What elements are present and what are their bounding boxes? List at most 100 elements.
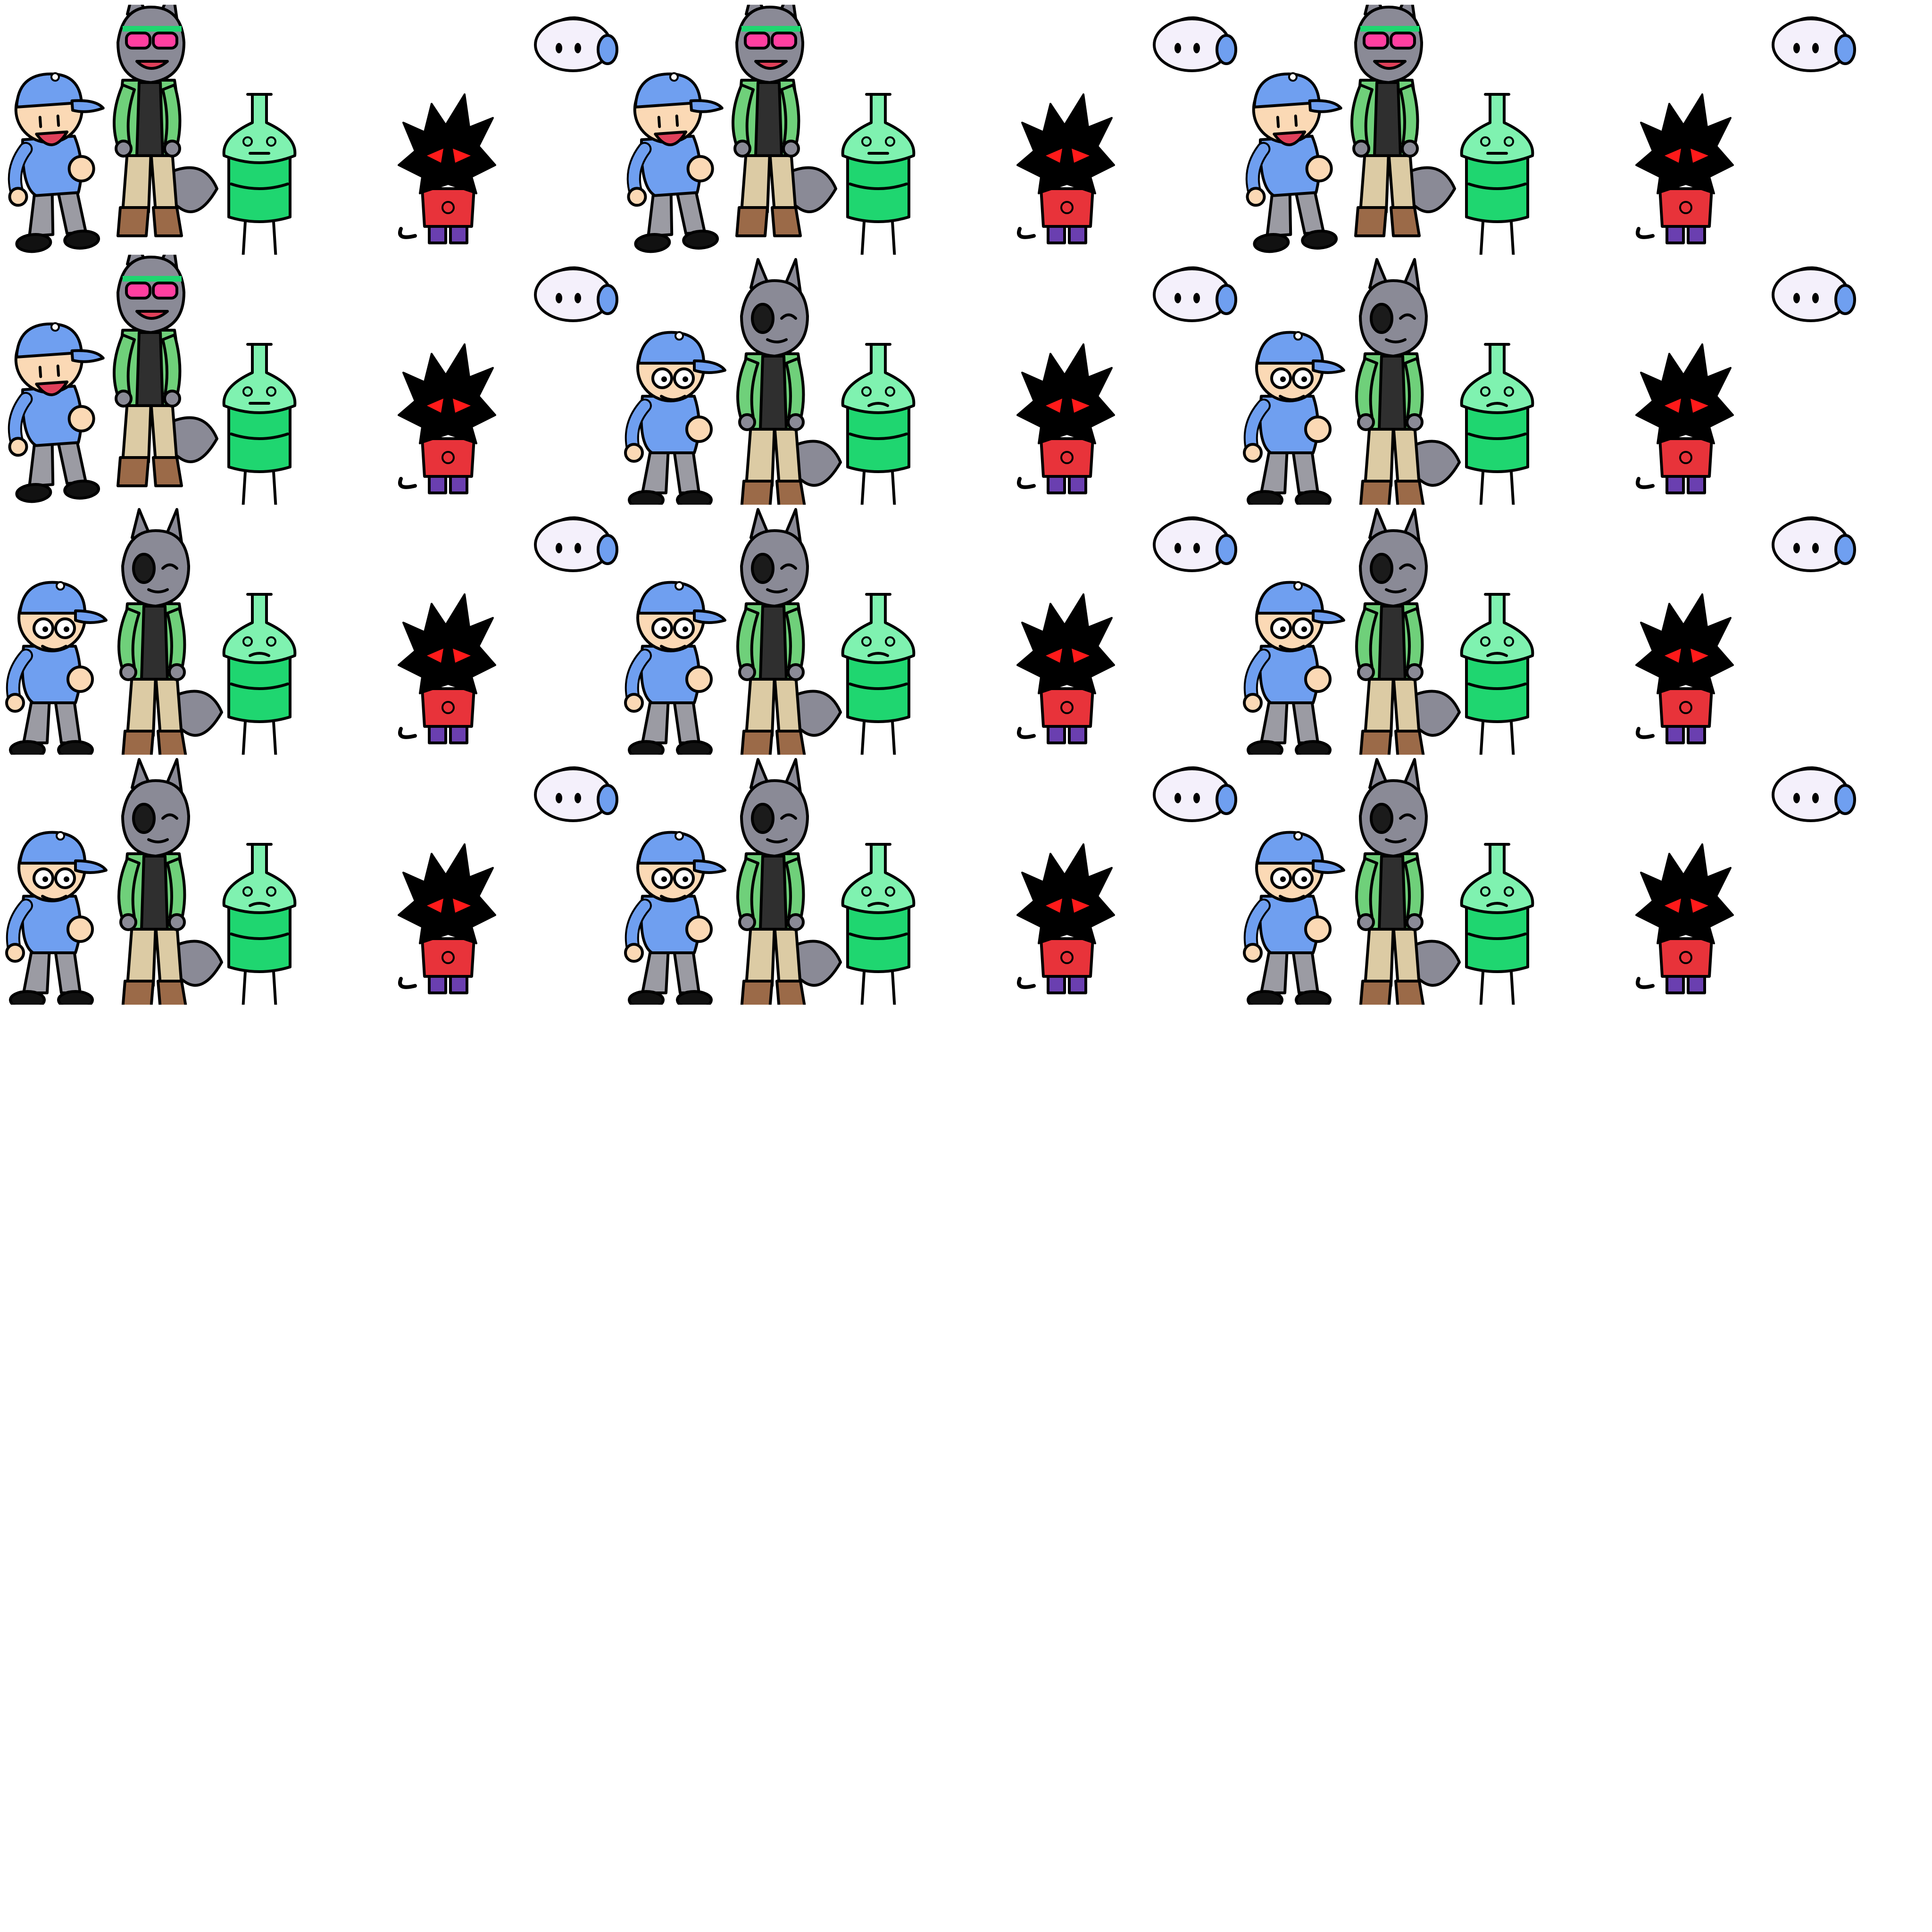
cap-boy: [1243, 831, 1345, 1005]
boy-slot: [1243, 831, 1345, 1005]
frame-art: [626, 5, 1237, 255]
wolf-slot: [113, 5, 218, 237]
blob-slot: [1153, 766, 1237, 822]
wolf-slot: [113, 255, 218, 487]
frame-art: [1243, 258, 1856, 505]
headphone-blob: [1153, 516, 1237, 572]
cap-boy: [626, 72, 724, 253]
flask-creature: [222, 343, 297, 505]
boy-slot: [8, 322, 105, 503]
headphone-blob: [534, 766, 618, 822]
frame-art: [5, 758, 618, 1005]
wolf-slot: [736, 758, 842, 1005]
cap-boy: [624, 331, 726, 505]
blob-slot: [534, 16, 618, 72]
black-cat: [1016, 593, 1115, 744]
blob-slot: [534, 766, 618, 822]
flask-creature: [841, 593, 916, 755]
flask-slot: [841, 843, 916, 1005]
headphone-blob: [534, 266, 618, 322]
animation-frame: [619, 255, 1238, 505]
wolf-slot: [1355, 758, 1461, 1005]
cap-boy: [8, 72, 105, 253]
blob-slot: [1772, 266, 1856, 322]
wolf-slot: [736, 508, 842, 755]
wolf-slot: [732, 5, 837, 237]
headphone-blob: [1772, 516, 1856, 572]
flask-slot: [222, 93, 297, 255]
animation-frame: [0, 255, 619, 505]
flask-slot: [222, 593, 297, 755]
flask-creature: [1460, 93, 1534, 255]
flask-creature: [1460, 843, 1534, 1005]
boy-slot: [1245, 72, 1342, 253]
cat-slot: [1016, 593, 1115, 744]
flask-creature: [841, 343, 916, 505]
flask-creature: [841, 93, 916, 255]
blob-slot: [534, 266, 618, 322]
boy-slot: [5, 581, 108, 755]
frame-art: [5, 508, 618, 755]
gray-wolf: [117, 508, 223, 755]
blob-slot: [1772, 516, 1856, 572]
gray-wolf: [732, 5, 837, 237]
cat-slot: [1635, 343, 1734, 494]
gray-wolf: [736, 508, 842, 755]
animation-frame: [0, 755, 619, 1005]
cat-slot: [1635, 593, 1734, 744]
flask-slot: [222, 343, 297, 505]
gray-wolf: [1355, 258, 1461, 505]
cap-boy: [1245, 72, 1342, 253]
gray-wolf: [736, 258, 842, 505]
blob-slot: [1772, 16, 1856, 72]
blob-slot: [1153, 16, 1237, 72]
flask-creature: [1460, 593, 1534, 755]
flask-creature: [1460, 343, 1534, 505]
boy-slot: [5, 831, 108, 1005]
cat-slot: [398, 593, 496, 744]
flask-creature: [841, 843, 916, 1005]
animation-frame: [619, 755, 1238, 1005]
cap-boy: [624, 831, 726, 1005]
headphone-blob: [1772, 766, 1856, 822]
headphone-blob: [534, 516, 618, 572]
wolf-slot: [117, 758, 223, 1005]
boy-slot: [1243, 581, 1345, 755]
flask-slot: [1460, 593, 1534, 755]
cap-boy: [1243, 331, 1345, 505]
animation-frame: [1238, 505, 1857, 755]
black-cat: [1016, 93, 1115, 244]
flask-creature: [222, 93, 297, 255]
cat-slot: [398, 93, 496, 244]
boy-slot: [8, 72, 105, 253]
frame-art: [624, 258, 1237, 505]
blob-slot: [1772, 766, 1856, 822]
headphone-blob: [1772, 16, 1856, 72]
blob-slot: [1153, 266, 1237, 322]
headphone-blob: [1153, 266, 1237, 322]
animation-frame: [1238, 5, 1857, 255]
cap-boy: [1243, 581, 1345, 755]
animation-frame: [619, 5, 1238, 255]
cat-slot: [1635, 93, 1734, 244]
animation-frame: [1238, 255, 1857, 505]
black-cat: [1635, 843, 1734, 994]
cap-boy: [624, 581, 726, 755]
black-cat: [1635, 593, 1734, 744]
gray-wolf: [117, 758, 223, 1005]
wolf-slot: [736, 258, 842, 505]
wolf-slot: [1355, 258, 1461, 505]
cap-boy: [5, 581, 108, 755]
frame-art: [8, 5, 618, 255]
flask-slot: [222, 843, 297, 1005]
animation-frame: [0, 5, 619, 255]
frame-art: [8, 255, 618, 505]
gray-wolf: [113, 255, 218, 487]
gray-wolf: [1350, 5, 1456, 237]
wolf-slot: [1350, 5, 1456, 237]
frame-art: [624, 758, 1237, 1005]
flask-slot: [1460, 843, 1534, 1005]
cat-slot: [1635, 843, 1734, 994]
boy-slot: [624, 331, 726, 505]
